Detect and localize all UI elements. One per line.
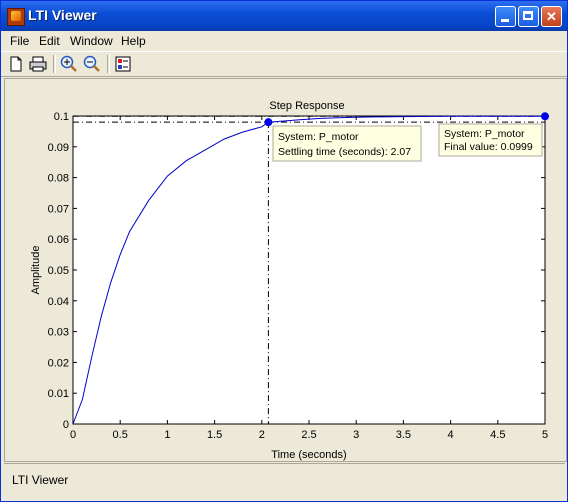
y-tick-label: 0.01 [48, 388, 69, 400]
y-tick-label: 0.04 [48, 296, 69, 308]
x-tick-label: 5 [542, 429, 548, 441]
tooltip-system-label: System: P_motor [444, 128, 525, 140]
settling-time-tooltip: System: P_motor Settling time (seconds):… [272, 125, 422, 162]
y-tick-label: 0.1 [54, 111, 69, 123]
settling-time-marker[interactable] [264, 118, 273, 127]
final-value-tooltip: System: P_motor Final value: 0.0999 [438, 123, 543, 157]
menu-help[interactable]: Help [121, 34, 146, 48]
toolbar [1, 51, 567, 77]
minimize-button[interactable] [495, 6, 516, 27]
toolbar-separator [107, 55, 110, 73]
y-tick-label: 0.05 [48, 265, 69, 277]
new-icon[interactable] [6, 54, 26, 74]
title-bar[interactable]: LTI Viewer ✕ [1, 1, 567, 31]
plot-axes-box [72, 115, 546, 425]
menu-edit[interactable]: Edit [39, 34, 60, 48]
matlab-app-icon [7, 8, 25, 26]
y-tick-label: 0.08 [48, 173, 69, 185]
x-tick-label: 3 [353, 429, 359, 441]
menu-bar: File Edit Window Help [1, 31, 567, 51]
y-tick-label: 0.07 [48, 203, 69, 215]
close-icon: ✕ [546, 9, 557, 24]
x-tick-label: 4 [448, 429, 454, 441]
maximize-icon [523, 11, 533, 20]
y-tick-label: 0.06 [48, 234, 69, 246]
x-tick-label: 1 [164, 429, 170, 441]
x-axis-label: Time (seconds) [271, 449, 346, 461]
zoom-out-icon[interactable] [82, 54, 102, 74]
final-value-marker[interactable] [541, 112, 549, 121]
step-response-chart[interactable]: Step Response Time (seconds) Amplitude 0… [5, 79, 566, 461]
window-title: LTI Viewer [28, 7, 97, 23]
y-tick-label: 0 [63, 419, 69, 431]
x-tick-label: 1.5 [207, 429, 222, 441]
tooltip-final-value: Final value: 0.0999 [444, 141, 533, 153]
chart-title: Step Response [269, 100, 344, 112]
menu-file[interactable]: File [10, 34, 30, 48]
x-tick-label: 3.5 [396, 429, 411, 441]
print-icon[interactable] [28, 54, 48, 74]
tooltip-system-label: System: P_motor [278, 131, 359, 143]
status-text: LTI Viewer [12, 473, 69, 487]
x-tick-label: 0.5 [113, 429, 128, 441]
y-tick-label: 0.09 [48, 142, 69, 154]
close-button[interactable]: ✕ [541, 6, 562, 27]
y-tick-label: 0.02 [48, 357, 69, 369]
x-tick-label: 0 [70, 429, 76, 441]
x-tick-label: 2 [259, 429, 265, 441]
zoom-in-icon[interactable] [59, 54, 79, 74]
maximize-button[interactable] [518, 6, 539, 27]
status-bar: LTI Viewer [4, 463, 565, 500]
minimize-icon [501, 19, 509, 22]
plot-config-icon[interactable] [113, 54, 133, 74]
x-tick-label: 2.5 [301, 429, 316, 441]
series-p-motor-line [72, 115, 545, 425]
tooltip-settling-time: Settling time (seconds): 2.07 [278, 146, 411, 158]
menu-window[interactable]: Window [70, 34, 113, 48]
toolbar-separator [53, 55, 56, 73]
plot-area: Step Response Time (seconds) Amplitude 0… [4, 78, 567, 462]
x-tick-label: 4.5 [490, 429, 505, 441]
y-tick-label: 0.03 [48, 327, 69, 339]
y-axis-label: Amplitude [30, 246, 42, 295]
